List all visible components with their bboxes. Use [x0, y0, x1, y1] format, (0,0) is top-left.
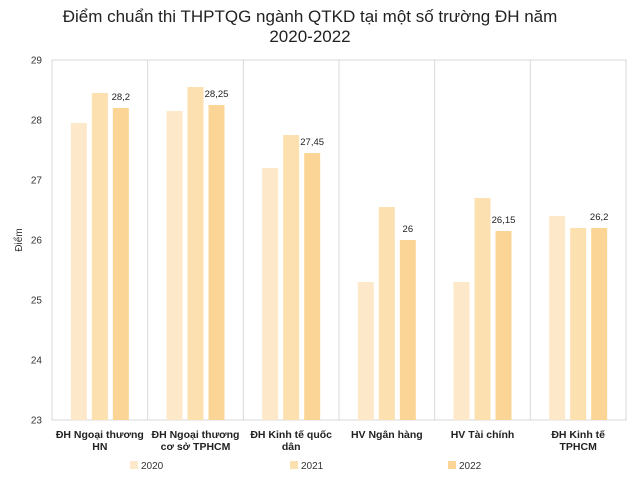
y-tick-label: 25 — [31, 296, 43, 307]
x-category-label: ĐH Kinh tế — [551, 429, 605, 441]
bar-2020 — [453, 282, 470, 420]
bar-2022 — [591, 228, 608, 420]
legend-label: 2021 — [301, 461, 324, 472]
bar-2021 — [570, 228, 587, 420]
legend-swatch-2020 — [130, 461, 138, 469]
chart-title: Điểm chuẩn thi THPTQG ngành QTKD tại một… — [63, 7, 558, 26]
y-tick-label: 26 — [31, 236, 43, 247]
bar-2022 — [304, 153, 321, 420]
x-category-label: HN — [92, 441, 107, 453]
y-axis-label: Điểm — [13, 228, 25, 251]
chart-subtitle: 2020-2022 — [269, 27, 350, 46]
y-tick-label: 27 — [31, 176, 43, 187]
x-category-label: dân — [282, 441, 301, 453]
legend-swatch-2021 — [290, 461, 298, 469]
bar-2020 — [357, 282, 374, 420]
data-label: 26 — [403, 224, 414, 235]
bar-2022 — [208, 105, 225, 420]
bar-2020 — [166, 111, 183, 420]
data-label: 27,45 — [300, 137, 324, 148]
data-label: 28,2 — [112, 92, 131, 103]
data-label: 26,15 — [492, 215, 516, 226]
bar-2021 — [378, 207, 395, 420]
bar-2021 — [187, 87, 204, 420]
x-category-label: ĐH Kinh tế quốc — [250, 429, 332, 441]
bar-2020 — [549, 216, 566, 420]
x-category-label: TPHCM — [559, 441, 597, 453]
x-category-label: ĐH Ngoại thương — [152, 429, 240, 441]
x-category-label: cơ sở TPHCM — [161, 441, 231, 453]
bar-2022 — [495, 231, 512, 420]
y-tick-label: 24 — [31, 356, 43, 367]
legend-label: 2022 — [459, 461, 482, 472]
bar-2021 — [283, 135, 300, 420]
bar-2022 — [112, 108, 129, 420]
data-label: 28,25 — [205, 89, 229, 100]
y-tick-label: 29 — [31, 56, 43, 67]
x-category-label: ĐH Ngoại thương — [56, 429, 144, 441]
bar-2020 — [70, 123, 87, 420]
bar-2021 — [474, 198, 491, 420]
x-category-label: HV Ngân hàng — [351, 429, 423, 441]
plot-layer: 23 24 25 26 27 28 29 28,2 28,25 27,45 26 26,15 26,2 Đ… — [31, 56, 627, 472]
bar-2022 — [399, 240, 416, 420]
legend-label: 2020 — [141, 461, 164, 472]
bar-2021 — [91, 93, 108, 420]
legend-swatch-2022 — [448, 461, 456, 469]
bar-2020 — [262, 168, 279, 420]
y-tick-label: 23 — [31, 416, 43, 427]
y-tick-label: 28 — [31, 116, 43, 127]
data-label: 26,2 — [590, 212, 609, 223]
x-category-label: HV Tài chính — [451, 429, 515, 441]
